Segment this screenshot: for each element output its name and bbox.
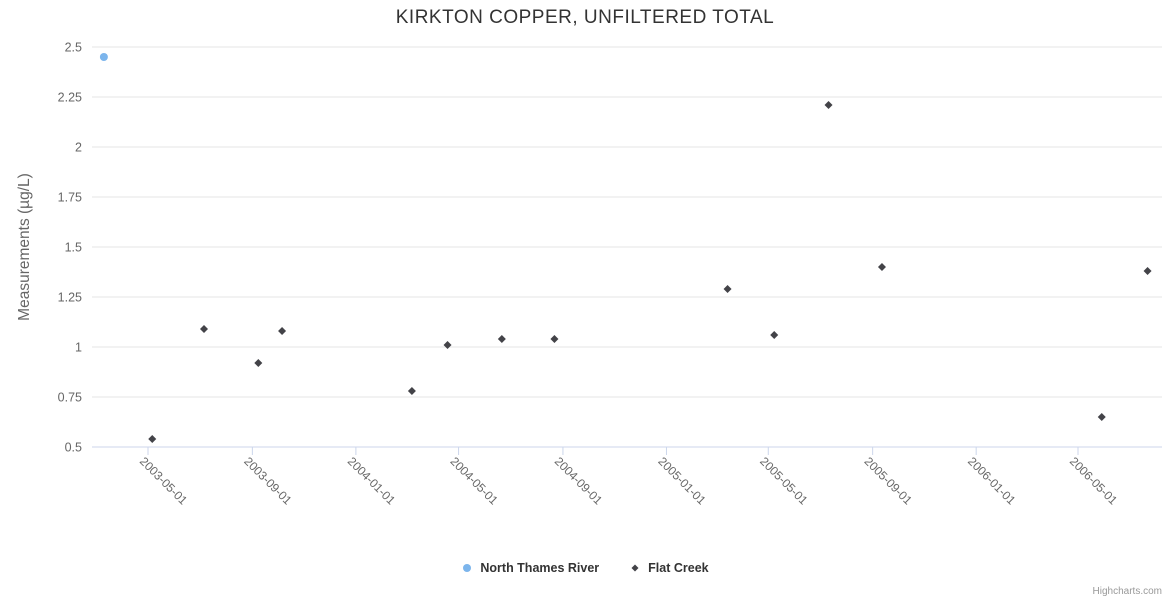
chart-title: KIRKTON COPPER, UNFILTERED TOTAL bbox=[395, 7, 775, 28]
legend-label: Flat Creek bbox=[648, 561, 709, 575]
x-tick-label: 2003-09-01 bbox=[241, 454, 295, 508]
y-axis-title: Measurements (µg/L) bbox=[16, 173, 33, 321]
data-point[interactable] bbox=[200, 325, 209, 333]
data-point[interactable] bbox=[770, 331, 779, 339]
x-tick-label: 2006-05-01 bbox=[1067, 454, 1121, 508]
data-point[interactable] bbox=[254, 359, 263, 367]
y-tick-label: 1 bbox=[75, 341, 82, 355]
data-point[interactable] bbox=[1097, 413, 1106, 421]
y-tick-label: 0.75 bbox=[58, 391, 82, 405]
data-point[interactable] bbox=[99, 53, 108, 61]
x-tick-label: 2004-09-01 bbox=[552, 454, 606, 508]
data-point[interactable] bbox=[723, 285, 732, 293]
data-point[interactable] bbox=[443, 341, 452, 349]
y-tick-label: 2.25 bbox=[58, 91, 82, 105]
x-tick-label: 2005-05-01 bbox=[757, 454, 811, 508]
y-tick-label: 1.75 bbox=[58, 191, 82, 205]
x-tick-label: 2004-05-01 bbox=[447, 454, 501, 508]
y-tick-label: 2.5 bbox=[65, 41, 82, 55]
y-tick-label: 1.25 bbox=[58, 291, 82, 305]
x-tick-label: 2005-01-01 bbox=[655, 454, 709, 508]
x-tick-label: 2003-05-01 bbox=[137, 454, 191, 508]
data-point[interactable] bbox=[497, 335, 506, 343]
legend-item[interactable]: North Thames River bbox=[461, 561, 599, 575]
data-point[interactable] bbox=[550, 335, 559, 343]
y-tick-label: 1.5 bbox=[65, 241, 82, 255]
legend-label: North Thames River bbox=[480, 561, 600, 575]
data-point[interactable] bbox=[824, 101, 833, 109]
diamond-marker-icon bbox=[631, 564, 639, 572]
data-point[interactable] bbox=[407, 387, 416, 395]
legend: North Thames River Flat Creek bbox=[0, 561, 1170, 575]
data-point[interactable] bbox=[278, 327, 287, 335]
y-tick-label: 0.5 bbox=[65, 441, 82, 455]
legend-item[interactable]: Flat Creek bbox=[629, 561, 709, 575]
circle-marker-icon bbox=[463, 564, 472, 572]
data-point[interactable] bbox=[877, 263, 886, 271]
x-tick-label: 2005-09-01 bbox=[862, 454, 916, 508]
y-tick-label: 2 bbox=[75, 141, 82, 155]
x-tick-label: 2004-01-01 bbox=[345, 454, 399, 508]
data-point[interactable] bbox=[1143, 267, 1152, 275]
credits-link[interactable]: Highcharts.com bbox=[1092, 586, 1162, 597]
data-point[interactable] bbox=[148, 435, 157, 443]
x-tick-label: 2006-01-01 bbox=[965, 454, 1019, 508]
